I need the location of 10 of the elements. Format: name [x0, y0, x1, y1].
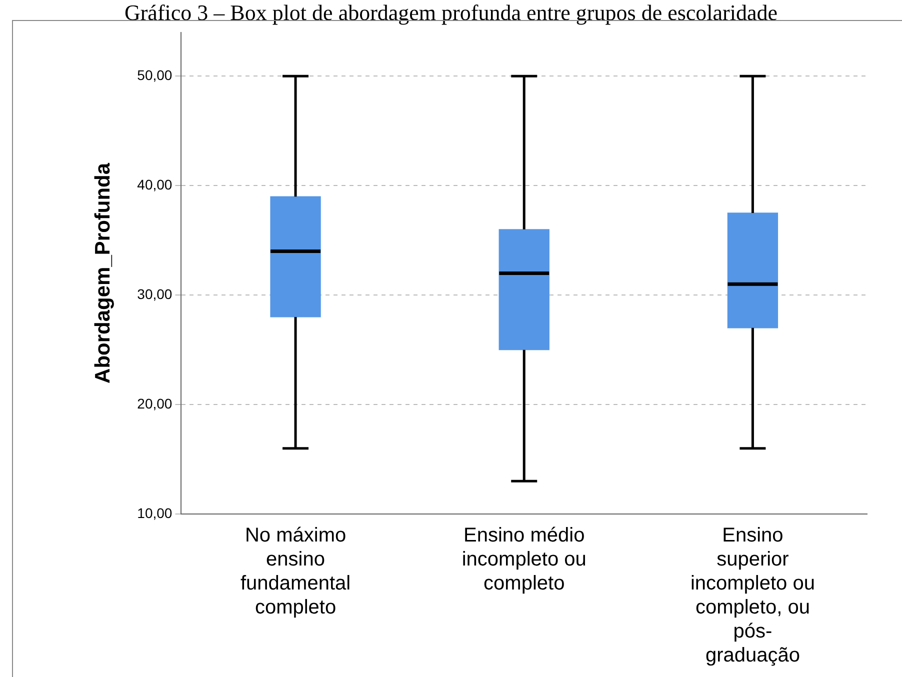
chart-title: Gráfico 3 – Box plot de abordagem profunda entre grupos de escolaridade	[123, 0, 779, 26]
y-tick-label: 30,00	[137, 286, 172, 302]
y-tick-label: 50,00	[137, 67, 172, 84]
y-tick-label: 40,00	[137, 176, 172, 192]
y-tick-label: 10,00	[137, 504, 172, 521]
x-tick-label: Ensino médio incompleto ou completo	[462, 524, 586, 595]
x-tick-label: No máximo ensino fundamental completo	[240, 524, 351, 619]
x-tick-label: Ensino superior incompleto ou completo, ou pós-graduação	[690, 524, 815, 667]
y-axis-title: Abordagem_Profunda	[91, 162, 114, 384]
y-tick-label: 20,00	[137, 395, 172, 412]
